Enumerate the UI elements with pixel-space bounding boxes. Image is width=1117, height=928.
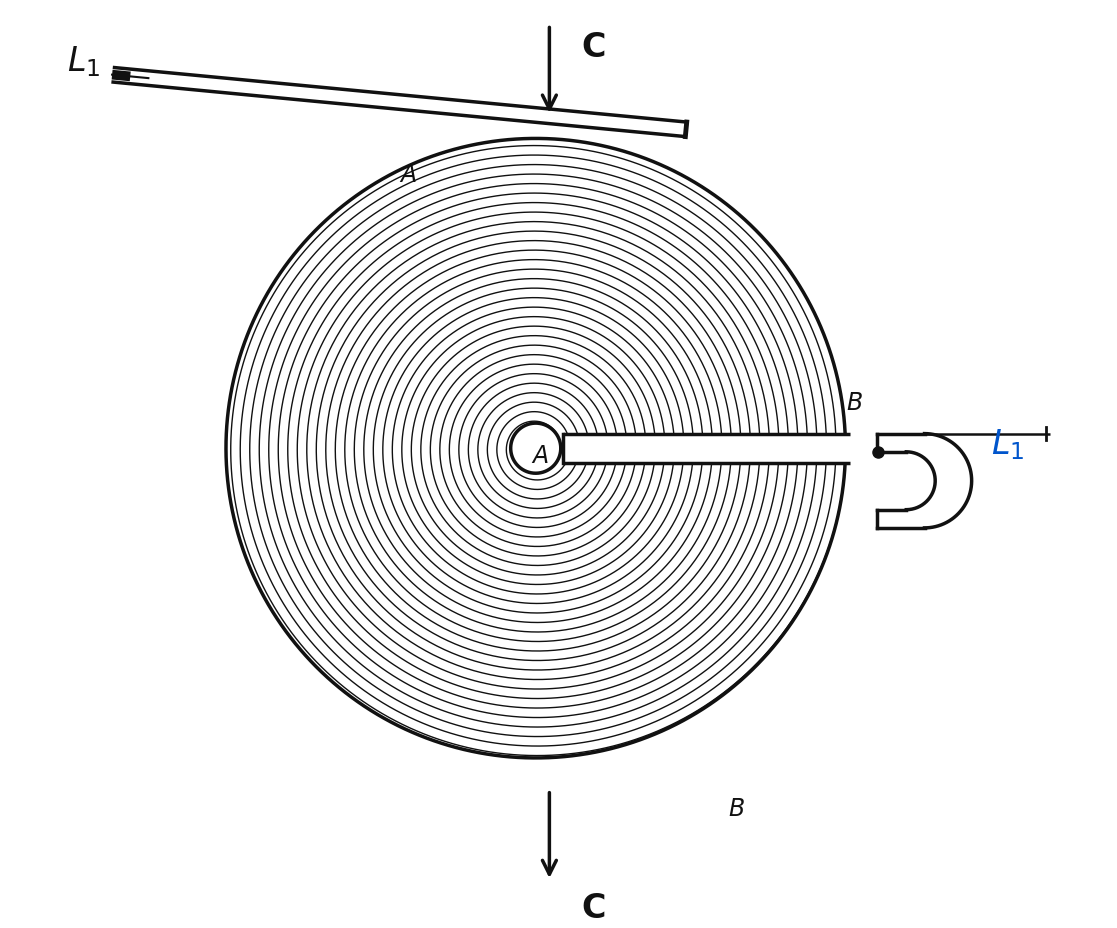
Text: $\mathit{L}_1$: $\mathit{L}_1$ (991, 427, 1024, 461)
Text: $\mathit{B}$: $\mathit{B}$ (728, 796, 745, 819)
Polygon shape (877, 434, 972, 528)
Text: $\mathbf{C}$: $\mathbf{C}$ (581, 893, 605, 924)
Polygon shape (112, 69, 687, 137)
Text: $\mathbf{C}$: $\mathbf{C}$ (581, 32, 605, 64)
Text: $\mathit{L}_1$: $\mathit{L}_1$ (67, 45, 99, 79)
Text: $\mathit{A}$: $\mathit{A}$ (399, 164, 417, 187)
Polygon shape (563, 434, 850, 463)
Text: $\mathit{A}$: $\mathit{A}$ (532, 444, 550, 467)
Text: $\mathit{B}$: $\mathit{B}$ (847, 392, 863, 415)
